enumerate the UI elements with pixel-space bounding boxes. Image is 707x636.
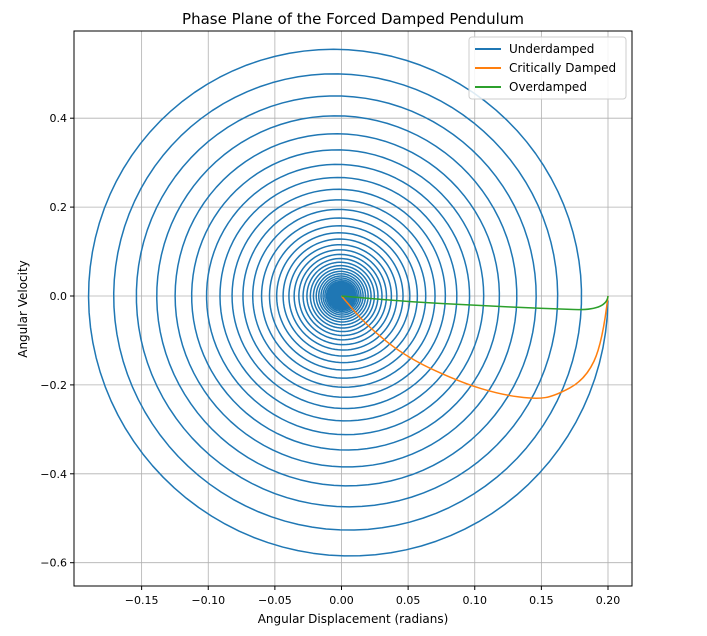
y-tick-label: −0.2: [40, 379, 67, 392]
legend: Underdamped Critically Damped Overdamped: [468, 36, 627, 100]
chart-title: Phase Plane of the Forced Damped Pendulu…: [182, 10, 524, 28]
y-tick-label: 0.0: [50, 290, 68, 303]
y-axis-label: Angular Velocity: [16, 260, 30, 358]
x-tick-label: −0.05: [258, 594, 292, 607]
series-underdamped-line: [87, 48, 609, 557]
plot-frame: [73, 30, 633, 587]
y-tick-label: −0.6: [40, 557, 67, 570]
y-tick-label: 0.4: [50, 112, 68, 125]
x-tick-label: 0.20: [596, 594, 621, 607]
x-tick-label: −0.10: [191, 594, 225, 607]
y-tick-label: −0.4: [40, 468, 67, 481]
x-tick-label: 0.05: [396, 594, 421, 607]
series-overdamped-line: [341, 295, 609, 311]
x-tick-label: 0.10: [463, 594, 488, 607]
x-axis-label: Angular Displacement (radians): [258, 612, 449, 626]
legend-label: Critically Damped: [509, 61, 616, 75]
axis-ticks: −0.15 −0.10 −0.05 0.00 0.05 0.10 0.15 0.20 −0.6 −…: [40, 112, 620, 607]
series-lines: [87, 48, 609, 557]
x-tick-label: 0.15: [529, 594, 554, 607]
series-critically-damped-line: [340, 295, 609, 399]
x-tick-label: 0.00: [329, 594, 354, 607]
legend-label: Underdamped: [509, 42, 594, 56]
legend-label: Overdamped: [509, 80, 587, 94]
x-tick-label: −0.15: [125, 594, 159, 607]
y-tick-label: 0.2: [50, 201, 68, 214]
legend-box: [468, 36, 627, 100]
